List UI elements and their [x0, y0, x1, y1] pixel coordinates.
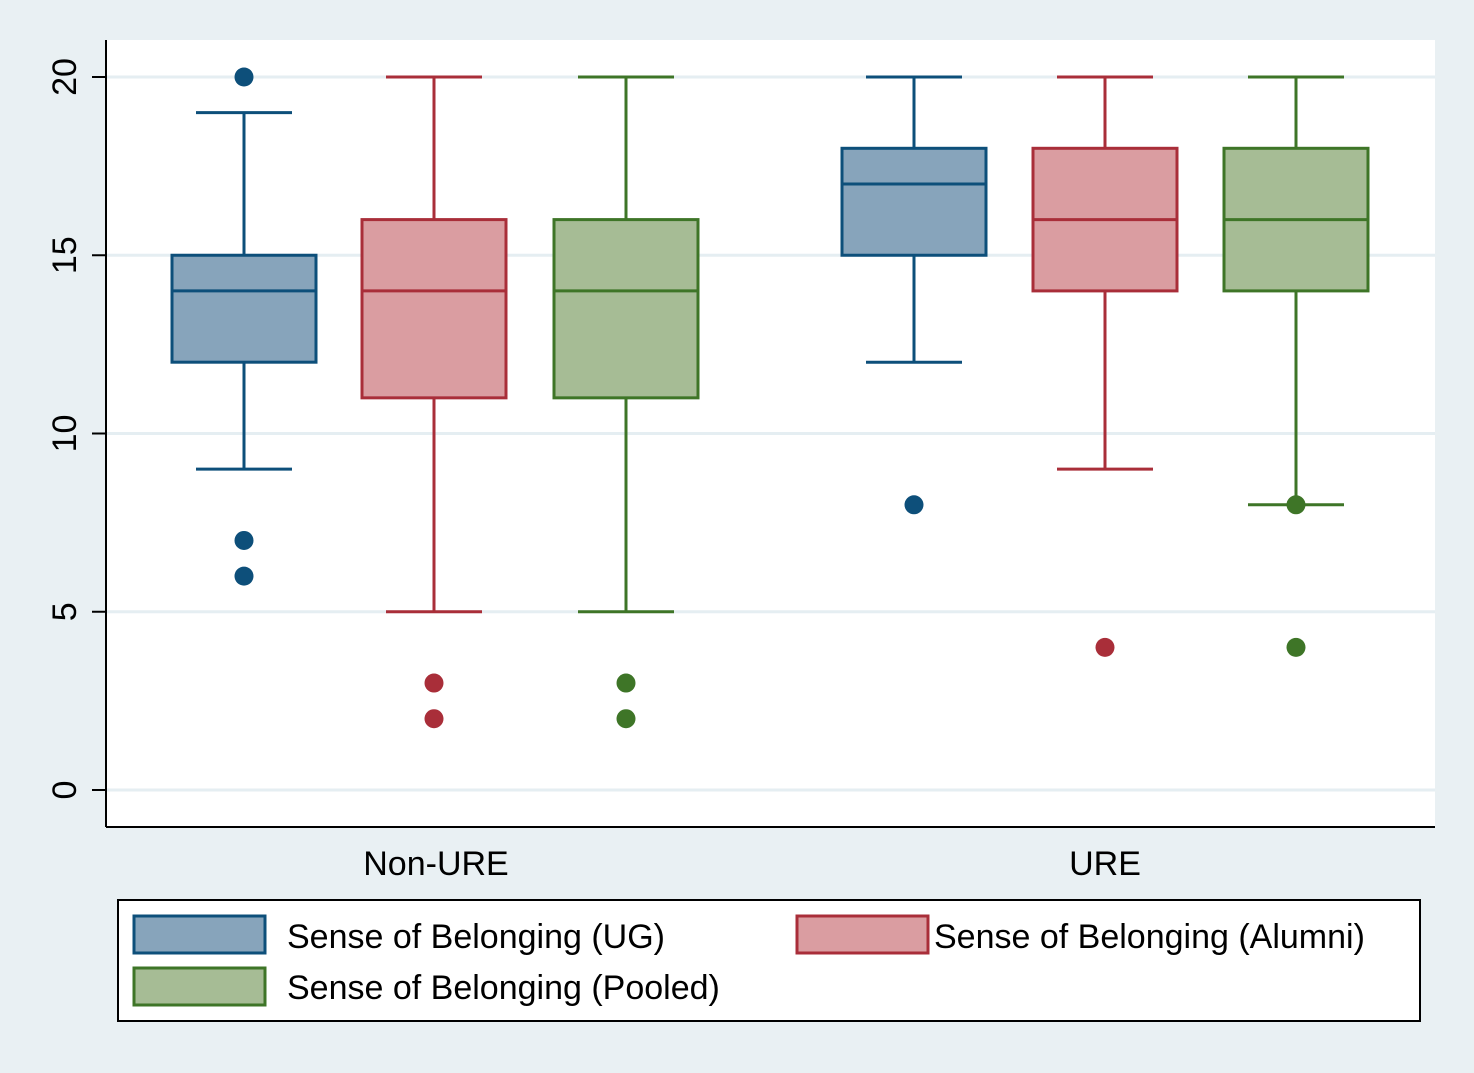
legend-label-pooled: Sense of Belonging (Pooled): [287, 969, 720, 1007]
y-tick-label-10: 10: [46, 415, 84, 453]
y-tick-label-15: 15: [46, 236, 84, 274]
legend-swatch-pooled: [132, 966, 267, 1007]
gridlines: [106, 75, 1435, 792]
outlier-point-s0-non-ure-1: [234, 530, 254, 550]
y-tick-label-0: 0: [46, 781, 84, 800]
legend: Sense of Belonging (UG) Sense of Belongi…: [117, 899, 1421, 1022]
box-group-s1-ure: [1031, 75, 1179, 657]
box-group-s1-non-ure: [360, 75, 508, 729]
iqr-box-s0-ure: [840, 146, 988, 257]
y-tick-label-20: 20: [46, 58, 84, 96]
iqr-box-s2-non-ure: [552, 218, 700, 400]
box-group-s0-ure: [840, 75, 988, 515]
outlier-point-s1-non-ure-0: [424, 673, 444, 693]
iqr-box-s0-non-ure: [170, 253, 318, 364]
box-group-s2-non-ure: [552, 75, 700, 729]
legend-label-alumni: Sense of Belonging (Alumni): [934, 918, 1365, 956]
outlier-point-s2-non-ure-1: [616, 709, 636, 729]
outlier-point-s2-non-ure-0: [616, 673, 636, 693]
legend-swatch-ug: [132, 914, 267, 955]
y-tick-label-5: 5: [46, 602, 84, 621]
outlier-point-s2-ure-0: [1286, 495, 1306, 515]
x-axis-group-labels: Non-URE URE: [363, 845, 1141, 883]
legend-frame: [117, 899, 1421, 1022]
legend-label-ug: Sense of Belonging (UG): [287, 918, 665, 956]
box-series: [170, 67, 1370, 729]
group-label-ure: URE: [1069, 845, 1141, 883]
box-group-s0-non-ure: [170, 67, 318, 586]
outlier-point-s1-non-ure-1: [424, 709, 444, 729]
outlier-point-s0-non-ure-0: [234, 67, 254, 87]
outlier-point-s2-ure-1: [1286, 637, 1306, 657]
y-axis-ticks: 0 5 10 15 20: [46, 58, 106, 799]
outlier-point-s1-ure-0: [1095, 637, 1115, 657]
box-group-s2-ure: [1222, 75, 1370, 657]
outlier-point-s0-non-ure-2: [234, 566, 254, 586]
group-label-non-ure: Non-URE: [363, 845, 508, 883]
legend-swatch-alumni: [795, 914, 930, 955]
iqr-box-s1-non-ure: [360, 218, 508, 400]
outlier-point-s0-ure-0: [904, 495, 924, 515]
